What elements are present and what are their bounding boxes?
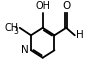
Text: CH: CH	[5, 23, 19, 33]
Text: H: H	[76, 30, 84, 40]
Text: OH: OH	[35, 1, 50, 11]
Text: N: N	[21, 45, 29, 55]
Text: 3: 3	[14, 27, 19, 36]
Text: O: O	[62, 1, 70, 11]
